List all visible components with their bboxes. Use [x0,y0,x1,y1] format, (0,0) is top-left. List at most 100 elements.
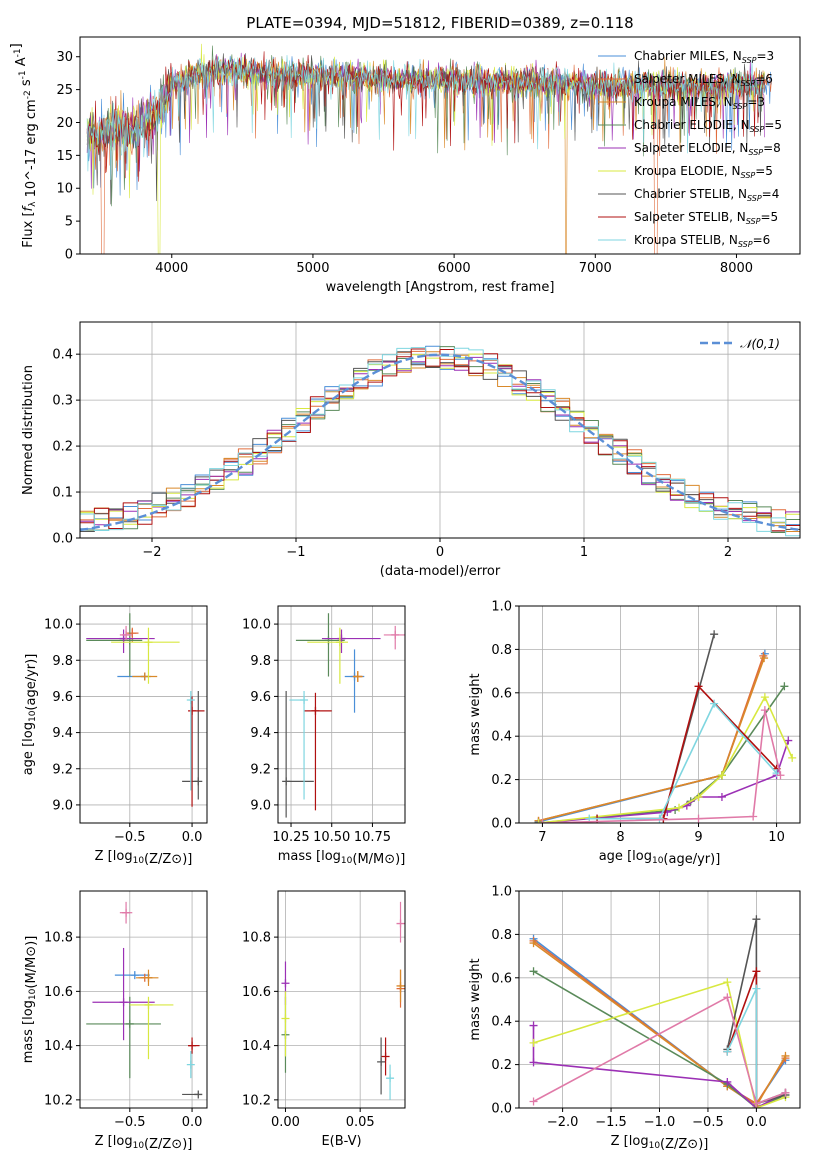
data-marker [188,706,197,715]
data-point [289,690,309,800]
data-marker [760,706,769,715]
x-tick-label: 5000 [296,261,329,276]
legend-entry: 𝒩(0,1) [740,337,780,351]
y-tick-label: 9.4 [52,726,73,741]
series-line [538,696,793,823]
axes-frame [79,605,208,824]
x-tick-label: 10.50 [313,830,350,845]
data-marker [377,1057,386,1066]
panel-spectrum: Chabrier MILES, NSSP=3 Salpeter MILES, NS… [9,36,801,295]
y-tick-label: 9.8 [250,654,271,669]
x-axis-label: Z [log10(Z/Z⊙)] [95,1134,193,1152]
y-tick-label: 10.4 [44,1039,73,1054]
series-line [533,996,786,1105]
panels: Chabrier MILES, NSSP=3 Salpeter MILES, NS… [9,36,801,1152]
y-tick-label: 0.1 [52,486,73,501]
data-marker [655,814,664,823]
y-tick-label: 15 [56,149,73,164]
y-tick-label: 0.4 [491,1015,512,1030]
x-tick-label: −0.5 [114,830,146,845]
x-tick-label: −0.5 [114,1115,146,1130]
x-tick-label: −1.0 [644,1115,676,1130]
axes-frame [518,605,801,824]
x-tick-label: 0.0 [746,1115,767,1130]
legend-entry: Salpeter ELODIE, NSSP=8 [634,141,781,157]
series-line [533,981,786,1108]
data-marker [752,915,761,924]
y-tick-label: 0.0 [52,532,73,547]
x-tick-label: 10 [768,830,785,845]
data-marker [311,706,320,715]
x-axis-label: wavelength [Angstrom, rest frame] [326,280,555,295]
y-tick-label: 0.8 [491,928,512,943]
data-marker [144,1000,153,1009]
y-tick-label: 9.0 [52,798,73,813]
data-marker [386,1074,395,1083]
y-tick-label: 30 [56,50,73,65]
panel-age-vs-mass: 10.25 10.50 10.75 9.0 9.2 9.4 9.6 9.8 10.0 mass [… [242,605,406,867]
x-tick-label: 10.75 [354,830,391,845]
y-tick-label: 10.8 [44,931,73,946]
panel-age-vs-Z: −0.5 0.0 9.0 9.2 9.4 9.6 9.8 10.0 Z [log10(Z/Z⊙)… [21,605,208,867]
y-tick-label: 0.6 [491,971,512,986]
panel-mass-vs-Z: −0.5 0.0 10.2 10.4 10.6 10.8 Z [log10(Z/Z⊙)] ma… [21,890,208,1152]
x-tick-label: −2 [142,545,161,560]
data-marker [396,981,405,990]
data-marker [300,696,309,705]
data-marker [529,1058,538,1067]
axes-frame [79,36,801,255]
x-tick-label: 0.0 [182,1115,203,1130]
data-marker [752,1099,761,1108]
x-axis-label: (data-model)/error [380,564,501,579]
data-marker [752,967,761,976]
y-tick-label: 10.6 [44,985,73,1000]
x-tick-label: 9 [694,830,702,845]
data-marker [723,1047,732,1056]
data-marker [186,1060,195,1069]
data-marker [353,672,362,681]
data-marker [760,654,769,663]
legend-entry: Chabrier MILES, NSSP=3 [634,49,774,65]
x-tick-label: −1.5 [595,1115,627,1130]
y-tick-label: 0.2 [491,773,512,788]
data-point [396,901,405,943]
histogram-step [80,348,800,532]
plot-area [86,43,772,254]
y-tick-label: 10 [56,182,73,197]
data-point [352,671,363,682]
data-marker [130,971,139,980]
y-tick-label: 9.0 [250,798,271,813]
x-tick-label: 0 [436,545,444,560]
data-point [282,690,314,818]
spectrum-line [86,54,765,180]
y-tick-label: 0 [65,248,73,263]
data-marker [749,812,758,821]
data-marker [529,1021,538,1030]
panel-mass-vs-EBV: 0.00 0.05 10.2 10.4 10.6 10.8 E(B-V) [242,890,406,1149]
x-axis-label: E(B-V) [321,1134,361,1149]
series-line [538,655,765,822]
x-tick-label: 2 [724,545,732,560]
y-tick-label: 0.2 [491,1058,512,1073]
data-marker [188,1041,197,1050]
data-point [86,629,155,654]
x-tick-label: 1 [580,545,588,560]
y-axis-label: age [log10(age/yr)] [21,654,39,776]
data-point [281,991,290,1057]
data-marker [538,819,547,823]
x-axis-label: Z [log10(Z/Z⊙)] [95,849,193,867]
y-tick-label: 10.8 [242,931,271,946]
data-point [132,672,158,681]
x-tick-label: 0.00 [271,1115,300,1130]
data-marker [529,939,538,948]
y-tick-label: 0.2 [52,440,73,455]
plot-area [281,901,405,1100]
data-marker [391,630,400,639]
data-point [119,625,133,641]
x-tick-label: 6000 [438,261,471,276]
x-tick-label: 0.0 [182,830,203,845]
data-marker [119,998,128,1007]
legend-entry: Chabrier ELODIE, NSSP=5 [634,118,782,134]
data-marker [781,1051,790,1060]
